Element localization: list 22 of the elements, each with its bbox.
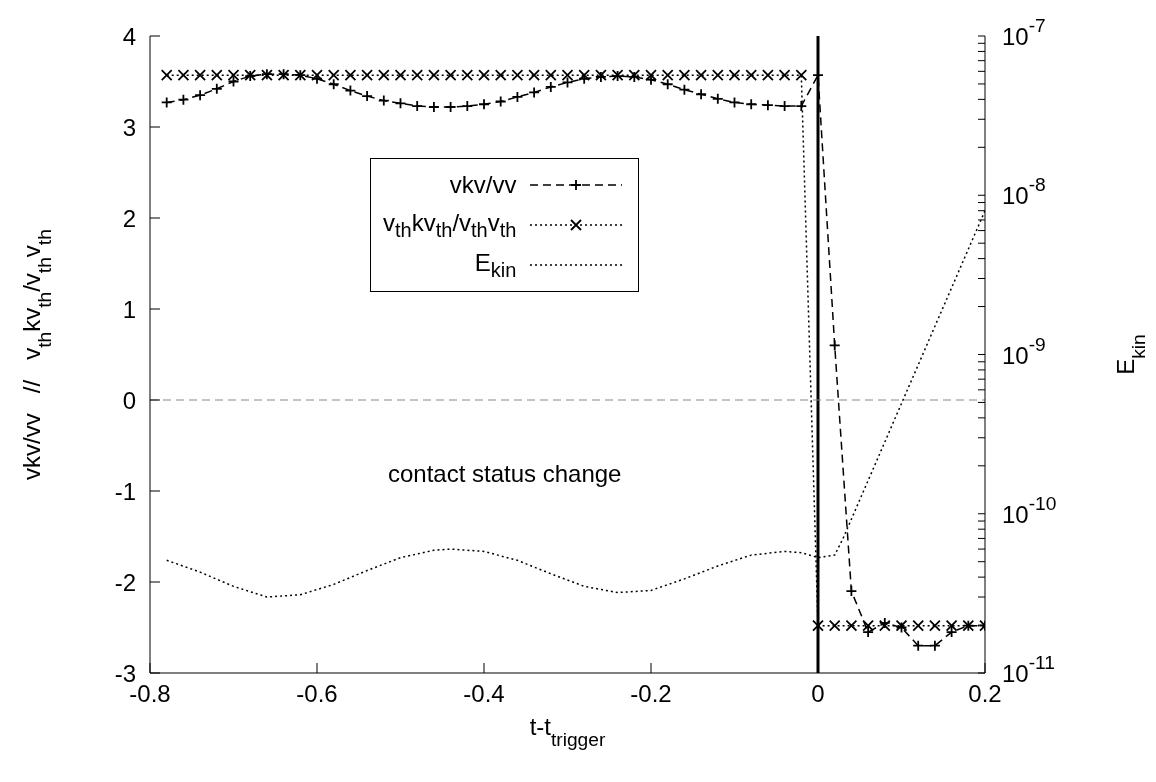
annotation: contact status change [387, 459, 622, 488]
y-tick-label: 2 [122, 204, 136, 232]
legend-label: vkv/vv [449, 171, 517, 199]
y2-tick-label: 10$^{-10}$ [1002, 492, 1057, 528]
y-tick-label: 0 [122, 386, 136, 414]
y2-tick-label: 10$^{-9}$ [1002, 333, 1046, 368]
x-axis-title: t-t$_{trigger}$ [529, 713, 606, 750]
y2-tick-label: 10$^{-8}$ [1002, 174, 1046, 209]
y-tick-label: 4 [122, 22, 136, 50]
y-tick-label: 1 [122, 295, 136, 323]
y-tick-label: 3 [122, 113, 136, 141]
x-tick-label: 0 [811, 679, 825, 707]
legend-label: E$_{kin}$ [474, 248, 517, 282]
y-tick-label: -1 [114, 477, 136, 505]
x-tick-label: -0.4 [463, 679, 505, 707]
y2-tick-label: 10$^{-11}$ [1002, 652, 1056, 687]
x-tick-label: -0.2 [630, 679, 672, 707]
x-tick-label: 0.2 [968, 679, 1002, 707]
y-tick-label: -2 [114, 568, 136, 596]
x-tick-label: -0.6 [296, 679, 338, 707]
y2-tick-label: 10$^{-7}$ [1002, 15, 1046, 50]
legend-label: v$_{th}$kv$_{th}$/v$_{th}$v$_{th}$ [383, 208, 517, 242]
